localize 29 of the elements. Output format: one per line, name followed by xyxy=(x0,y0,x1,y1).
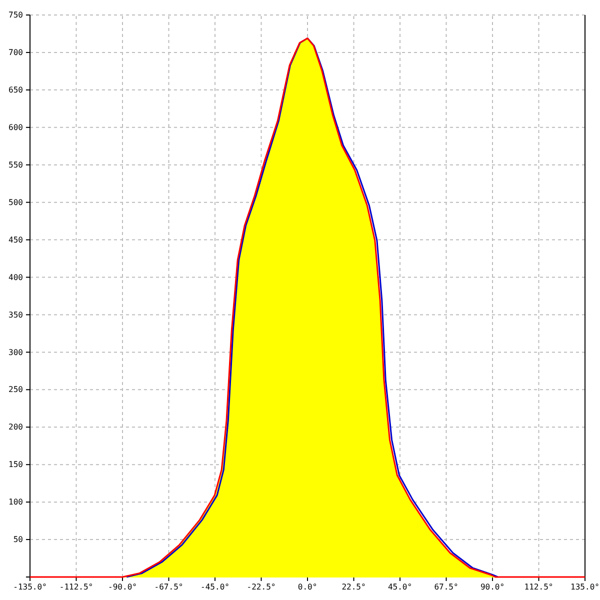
x-tick-label: 135.0° xyxy=(570,582,600,592)
x-tick-label: 67.5° xyxy=(434,582,458,592)
x-tick-label: 90.0° xyxy=(480,582,505,592)
line-series xyxy=(29,37,586,578)
y-tick-label: 700 xyxy=(8,48,24,58)
y-tick-label: 750 xyxy=(8,10,24,20)
x-tick-label: 22.5° xyxy=(342,582,366,592)
y-tick-label: 500 xyxy=(8,198,24,207)
x-tick-label: -22.5° xyxy=(246,582,276,592)
y-tick-label: 600 xyxy=(8,122,24,132)
y-tick-label: 350 xyxy=(8,310,24,320)
x-tick-label: 45.0° xyxy=(388,582,412,592)
x-tick-label: 0.0° xyxy=(298,582,318,592)
y-tick-label: 650 xyxy=(8,85,24,94)
y-tick-label: 100 xyxy=(8,498,24,507)
x-tick-label: -45.0° xyxy=(200,582,230,592)
y-tick-label: 150 xyxy=(8,460,24,470)
x-tick-label: -90.0° xyxy=(108,582,137,592)
y-tick-label: 300 xyxy=(8,348,24,357)
y-tick-label: 200 xyxy=(8,422,24,432)
x-tick-label: -135.0° xyxy=(13,582,47,592)
x-tick-label: -112.5° xyxy=(59,582,94,592)
x-tick-label: -67.5° xyxy=(154,582,184,592)
y-tick-label: 550 xyxy=(8,160,24,170)
y-tick-label: 250 xyxy=(8,385,24,394)
y-tick-label: 450 xyxy=(8,235,24,244)
y-tick-label: 50 xyxy=(13,535,24,544)
x-tick-label: 112.5° xyxy=(524,582,554,592)
y-tick-label: 400 xyxy=(8,272,24,282)
